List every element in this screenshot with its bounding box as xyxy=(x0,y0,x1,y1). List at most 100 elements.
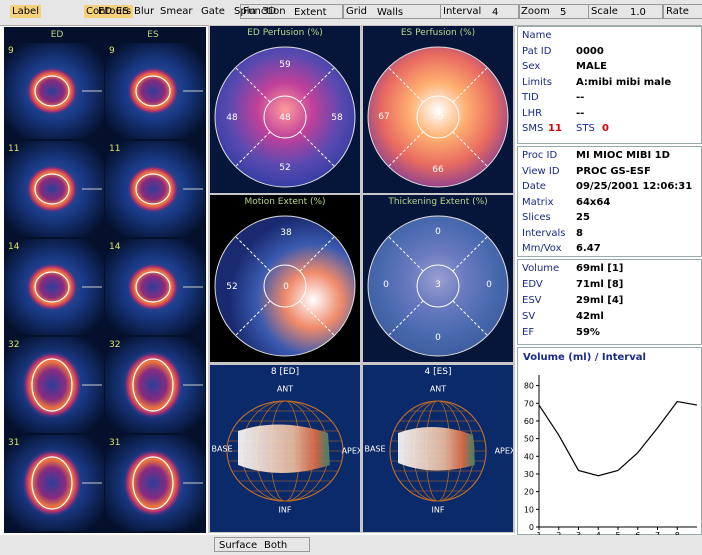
info-label: Mm/Vox xyxy=(522,243,562,254)
toolbar-button[interactable]: Spin xyxy=(234,6,256,17)
myocardium xyxy=(22,351,82,419)
polar-inner xyxy=(416,95,460,139)
slice-header: ES xyxy=(147,30,159,40)
contour xyxy=(34,75,70,107)
polar-divider xyxy=(452,235,489,272)
myocardium xyxy=(22,449,82,517)
menu-dropdown[interactable]: Extent xyxy=(294,7,327,18)
info-label: ESV xyxy=(522,295,542,306)
polar-title: ES Perfusion (%) xyxy=(400,28,476,38)
menu-label: Function xyxy=(243,6,286,17)
info-value: 29ml [4] xyxy=(576,295,624,306)
slice-number: 14 xyxy=(109,242,121,252)
polar-divider xyxy=(387,300,424,337)
menu-dropdown[interactable]: Walls xyxy=(377,7,404,18)
slice-number: 9 xyxy=(109,46,115,56)
surface-blob xyxy=(398,426,475,471)
menu-dropdown[interactable]: 4 xyxy=(492,7,499,18)
x-tick-label: 6 xyxy=(635,531,640,535)
info-value: 69ml [1] xyxy=(576,263,624,274)
polar-title: Thickening Extent (%) xyxy=(388,197,488,207)
info-label: EDV xyxy=(522,279,543,290)
surface-dropdown[interactable]: Both xyxy=(264,540,288,551)
menu-dropdown[interactable]: 5 xyxy=(560,7,567,18)
slice-number: 32 xyxy=(8,340,19,350)
info-label: Proc ID xyxy=(522,150,558,161)
polar-divider xyxy=(452,300,489,337)
y-tick-label: 40 xyxy=(524,452,534,461)
toolbar-button[interactable]: Gate xyxy=(201,6,225,17)
info-label: Name xyxy=(522,30,552,41)
info-label: Date xyxy=(522,181,546,192)
polar-value: 48 xyxy=(279,113,291,123)
info-label: Pat ID xyxy=(522,45,552,57)
info-label: Slices xyxy=(522,212,551,223)
polar-value: 52 xyxy=(279,163,291,173)
info-label: LHR xyxy=(522,107,543,119)
polar-divider xyxy=(234,300,271,337)
surface-label: Surface xyxy=(219,540,258,551)
info-label: Sex xyxy=(522,61,541,72)
polar-divider xyxy=(387,66,424,103)
info-value: 0000 xyxy=(576,45,604,57)
y-tick-label: 10 xyxy=(524,505,534,514)
polar-divider xyxy=(299,235,336,272)
toolbar-button[interactable]: Blur xyxy=(134,6,155,17)
myocardium xyxy=(127,67,179,115)
y-tick-label: 30 xyxy=(524,470,534,479)
info-label: Limits xyxy=(522,76,552,88)
polar-divider xyxy=(299,131,336,168)
polar-value: 52 xyxy=(226,282,238,292)
polar-inner xyxy=(263,95,307,139)
toolbar-button[interactable]: Contours xyxy=(84,5,134,18)
menu-label: Scale xyxy=(591,6,618,17)
slice-header: ED xyxy=(51,30,64,40)
polar-disc xyxy=(367,46,509,188)
y-tick-label: 80 xyxy=(524,382,534,391)
polar-value: 0 xyxy=(435,333,441,343)
polar-disc xyxy=(367,215,509,357)
polar-divider xyxy=(387,131,424,168)
polar-map: Motion Extent (%) 38 52 0 xyxy=(210,195,360,362)
polar-title: ED Perfusion (%) xyxy=(247,28,323,38)
surface-blob xyxy=(238,424,330,473)
bottom-bar: Surface Both xyxy=(0,535,702,555)
toolbar-button[interactable]: Smear xyxy=(160,6,193,17)
polar-divider xyxy=(452,66,489,103)
surface-view: 8 [ED] ANT BASE APEX INF xyxy=(210,365,360,532)
polar-value: 75 xyxy=(432,112,444,122)
surface-view: 4 [ES] ANT BASE APEX INF xyxy=(363,365,513,532)
polar-graphic xyxy=(367,46,509,188)
info-value: A:mibi mibi male xyxy=(576,76,672,88)
polar-value: 3 xyxy=(435,280,441,290)
polar-graphic xyxy=(214,215,356,357)
polar-value: 0 xyxy=(435,227,441,237)
toolbar: Label Contours ED ES Blur Smear Gate Spin 3D Func… xyxy=(0,0,702,26)
toolbar-button[interactable]: 3D xyxy=(262,6,277,17)
slice-number: 11 xyxy=(109,144,120,154)
x-tick-label: 5 xyxy=(615,531,620,535)
toolbar-button[interactable]: Label xyxy=(10,5,41,18)
score-value: 0 xyxy=(602,123,609,134)
slice-number: 11 xyxy=(8,144,19,154)
score-label: SMS xyxy=(522,123,544,134)
surface-title: 8 [ED] xyxy=(270,367,300,377)
x-tick-label: 8 xyxy=(675,531,680,535)
toolbar-button[interactable]: ED xyxy=(98,6,113,17)
info-value: PROC GS-ESF xyxy=(576,165,651,177)
contour xyxy=(135,75,171,107)
polar-divider xyxy=(234,235,271,272)
contour xyxy=(135,173,171,205)
info-label: View ID xyxy=(522,165,560,177)
myocardium xyxy=(127,165,179,213)
toolbar-button[interactable]: ES xyxy=(116,6,129,17)
surface-graphic xyxy=(226,400,344,502)
surface-label: INF xyxy=(431,505,445,515)
polar-inner xyxy=(416,264,460,308)
slice-number: 31 xyxy=(109,438,120,448)
menu-dropdown[interactable]: 1.0 xyxy=(630,7,646,18)
polar-graphic xyxy=(367,215,509,357)
volume-chart: Volume (ml) / Interval 0 10 20 30 40 50 60 70 80… xyxy=(517,347,702,535)
polar-disc xyxy=(214,215,356,357)
info-value: 09/25/2001 12:06:31 xyxy=(576,181,693,192)
